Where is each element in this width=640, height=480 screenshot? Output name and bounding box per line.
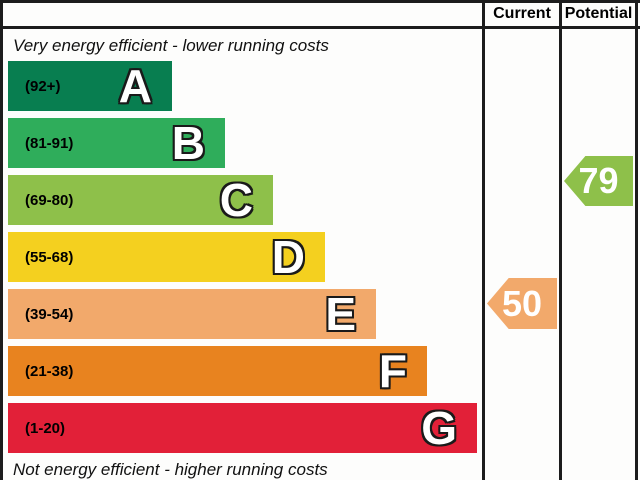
- band-c-letter: C: [219, 174, 253, 226]
- current-rating-marker: 50: [487, 278, 557, 329]
- band-g-letter: G: [421, 402, 457, 454]
- band-b: (81-91) B: [8, 118, 225, 168]
- current-rating-value: 50: [501, 282, 543, 324]
- right-border: [635, 0, 638, 480]
- band-g: (1-20) G: [8, 403, 477, 453]
- top-border: [0, 0, 640, 3]
- potential-rating-value: 79: [578, 160, 619, 201]
- band-f-range: (21-38): [25, 362, 74, 380]
- band-d-range: (55-68): [25, 248, 74, 266]
- band-a: (92+) A: [8, 61, 172, 111]
- potential-rating-marker: 79: [564, 156, 633, 206]
- band-a-range: (92+): [25, 77, 61, 95]
- band-c: (69-80) C: [8, 175, 273, 225]
- band-g-range: (1-20): [25, 419, 66, 437]
- band-e-letter: E: [325, 288, 356, 340]
- band-f-letter: F: [378, 345, 407, 397]
- top-caption: Very energy efficient - lower running co…: [13, 36, 329, 55]
- band-d: (55-68) D: [8, 232, 325, 282]
- band-e-range: (39-54): [25, 305, 74, 323]
- potential-column-divider: [559, 0, 562, 480]
- potential-column-header: Potential: [564, 5, 633, 22]
- band-b-letter: B: [171, 117, 205, 169]
- band-d-letter: D: [271, 231, 305, 283]
- band-e: (39-54) E: [8, 289, 376, 339]
- bottom-caption: Not energy efficient - higher running co…: [13, 460, 328, 479]
- header-divider: [0, 26, 640, 29]
- band-c-range: (69-80): [25, 191, 74, 209]
- band-a-letter: A: [118, 60, 152, 112]
- current-column-header: Current: [493, 5, 551, 22]
- left-border: [0, 0, 3, 480]
- current-column-divider: [482, 0, 485, 480]
- band-b-range: (81-91): [25, 134, 74, 152]
- band-f: (21-38) F: [8, 346, 427, 396]
